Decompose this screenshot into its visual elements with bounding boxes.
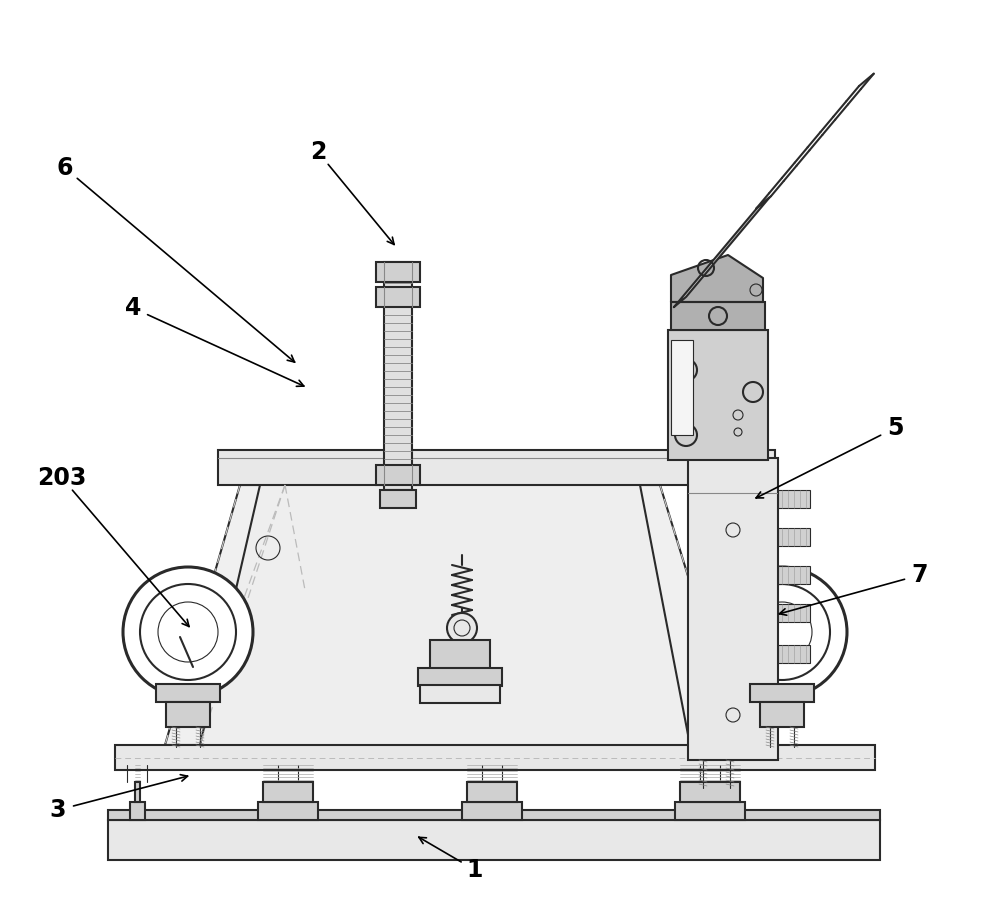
Bar xyxy=(778,566,810,584)
Bar xyxy=(750,684,814,702)
Bar xyxy=(430,640,490,670)
Polygon shape xyxy=(200,485,690,745)
Text: 2: 2 xyxy=(310,140,326,164)
Bar xyxy=(376,262,420,282)
Bar xyxy=(462,802,522,820)
Bar xyxy=(688,458,778,760)
Bar xyxy=(760,702,804,727)
Bar xyxy=(376,287,420,307)
Bar xyxy=(384,262,412,490)
Bar xyxy=(418,668,502,686)
Bar xyxy=(778,604,810,622)
Bar xyxy=(108,820,880,860)
Bar xyxy=(778,490,810,508)
Text: 6: 6 xyxy=(57,156,73,180)
Bar xyxy=(156,684,220,702)
Bar xyxy=(166,702,210,727)
Polygon shape xyxy=(165,485,740,745)
Bar xyxy=(668,330,768,460)
Bar xyxy=(675,802,745,820)
Bar xyxy=(671,302,765,330)
Text: 4: 4 xyxy=(125,296,141,320)
Text: 203: 203 xyxy=(37,466,87,490)
Bar xyxy=(680,782,740,802)
Bar xyxy=(263,782,313,802)
Bar xyxy=(130,802,145,820)
Text: 5: 5 xyxy=(887,416,903,440)
Text: 7: 7 xyxy=(912,563,928,587)
Polygon shape xyxy=(671,255,763,302)
Bar xyxy=(258,802,318,820)
Bar xyxy=(376,465,420,485)
Bar xyxy=(108,810,880,820)
Polygon shape xyxy=(674,197,770,307)
Bar xyxy=(135,782,140,802)
Text: 1: 1 xyxy=(467,858,483,882)
Bar xyxy=(380,490,416,508)
Bar xyxy=(467,782,517,802)
Circle shape xyxy=(123,567,253,697)
Bar xyxy=(420,685,500,703)
Bar xyxy=(671,340,693,435)
Bar xyxy=(115,745,875,770)
Circle shape xyxy=(717,567,847,697)
Bar xyxy=(778,645,810,663)
Circle shape xyxy=(447,613,477,643)
Bar xyxy=(218,450,775,485)
Bar xyxy=(778,528,810,546)
Text: 3: 3 xyxy=(50,798,66,822)
